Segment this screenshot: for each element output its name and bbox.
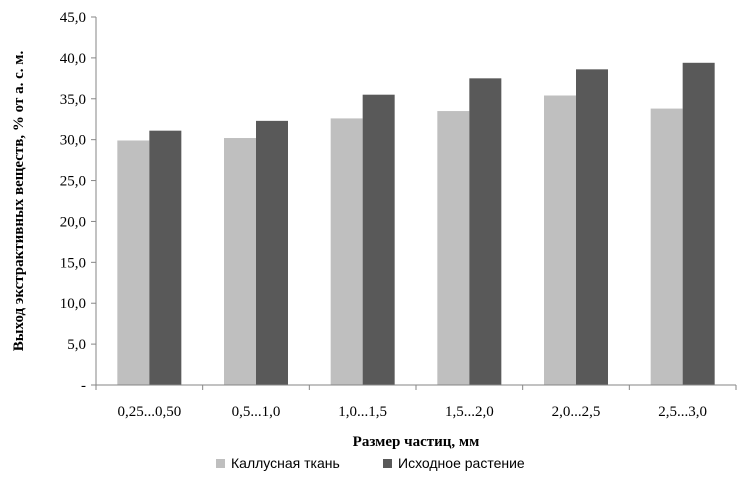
bar-plant [576, 69, 608, 386]
legend: Каллусная ткань Исходное растение [216, 455, 525, 471]
y-ticks-group: - 5,0 10,0 15,0 20,0 25,0 30,0 35,0 40,0 45,0 [60, 10, 96, 394]
bar-plant [469, 78, 502, 385]
bar-plant [149, 130, 182, 385]
y-tick-label: 5,0 [67, 337, 86, 353]
legend-label: Каллусная ткань [231, 455, 340, 471]
y-tick-label: 45,0 [60, 10, 86, 26]
y-tick-label: 10,0 [60, 296, 86, 312]
x-tick-label: 0,5...1,0 [232, 404, 281, 420]
x-tick-label: 1,0...1,5 [338, 404, 387, 420]
x-tick-label: 2,0...2,5 [552, 404, 601, 420]
bar-callus [117, 140, 150, 385]
y-tick-label: - [81, 378, 86, 394]
bar-callus [650, 108, 683, 385]
bar-callus [437, 111, 470, 386]
bar-callus [224, 138, 256, 385]
legend-label: Исходное растение [398, 455, 525, 471]
bar-plant [682, 62, 715, 385]
bar-callus [330, 118, 363, 385]
y-axis-title: Выход экстрактивных веществ, % от а. с. … [11, 51, 27, 352]
legend-swatch [216, 459, 225, 468]
bar-plant [256, 120, 288, 385]
x-tick-label: 1,5...2,0 [445, 404, 494, 420]
y-tick-label: 20,0 [60, 214, 86, 230]
bar-callus [544, 95, 576, 386]
x-tick-label: 2,5...3,0 [658, 404, 707, 420]
y-tick-label: 40,0 [60, 51, 86, 67]
x-tick-label: 0,25...0,50 [117, 404, 181, 420]
x-axis-title: Размер частиц, мм [353, 434, 480, 450]
y-tick-label: 15,0 [60, 255, 86, 271]
legend-swatch [383, 459, 392, 468]
bar-plant [362, 94, 395, 385]
bars-group [117, 62, 715, 386]
x-ticks-group: 0,25...0,50 0,5...1,0 1,0...1,5 1,5...2,0 2,… [95, 385, 737, 420]
y-tick-label: 35,0 [60, 92, 86, 108]
y-tick-label: 25,0 [60, 174, 86, 190]
y-tick-label: 30,0 [60, 133, 86, 149]
